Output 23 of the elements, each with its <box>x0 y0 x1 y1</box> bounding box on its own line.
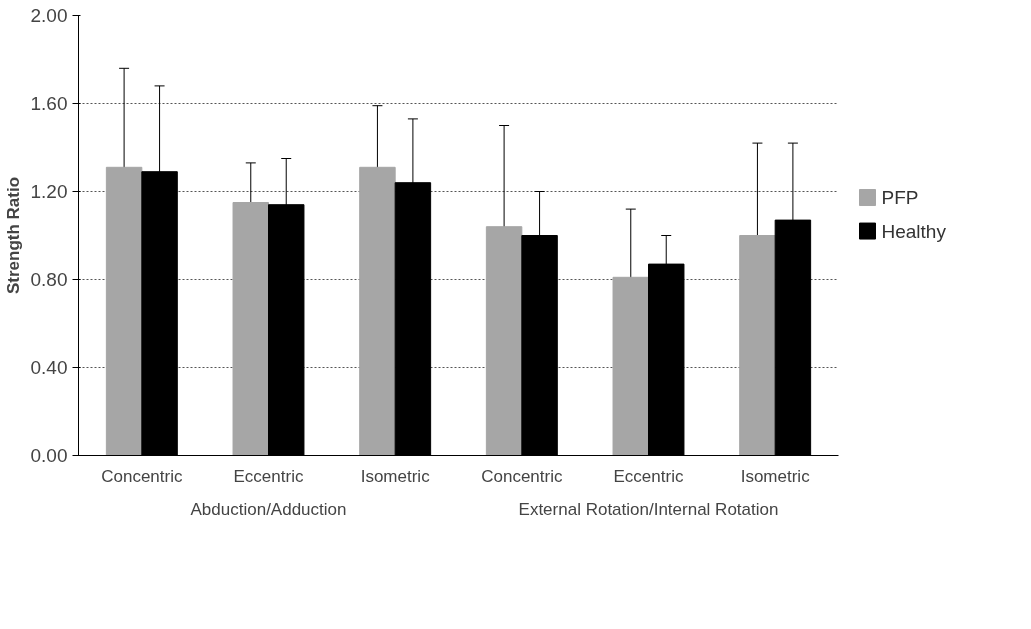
y-axis-title: Strength Ratio <box>3 176 23 295</box>
bar <box>485 226 523 456</box>
bar <box>105 166 143 456</box>
x-tick-label: Isometric <box>740 466 811 486</box>
y-tick-label: 1.20 <box>30 181 68 202</box>
y-tick-label: 1.60 <box>30 93 68 114</box>
y-tick-label: 0.40 <box>30 357 68 378</box>
legend-label: Healthy <box>881 220 947 242</box>
text: External Rotation/Internal Rotation <box>518 499 779 519</box>
bar <box>359 166 396 456</box>
y-tick-label: 0.80 <box>30 269 68 290</box>
text: Abduction/Adduction <box>190 499 347 519</box>
x-tick-label: Concentric <box>481 466 563 486</box>
bar <box>232 202 269 456</box>
bar <box>739 235 776 456</box>
x-tick-label: Eccentric <box>613 466 684 486</box>
y-tick-label: 0.00 <box>30 445 68 466</box>
x-tick-label: Eccentric <box>233 466 304 486</box>
x-tick-label: Concentric <box>101 466 183 486</box>
legend-label: PFP <box>881 187 919 209</box>
x-tick-label: Isometric <box>360 466 431 486</box>
bar <box>612 276 649 456</box>
y-tick-label: 2.00 <box>30 5 68 26</box>
